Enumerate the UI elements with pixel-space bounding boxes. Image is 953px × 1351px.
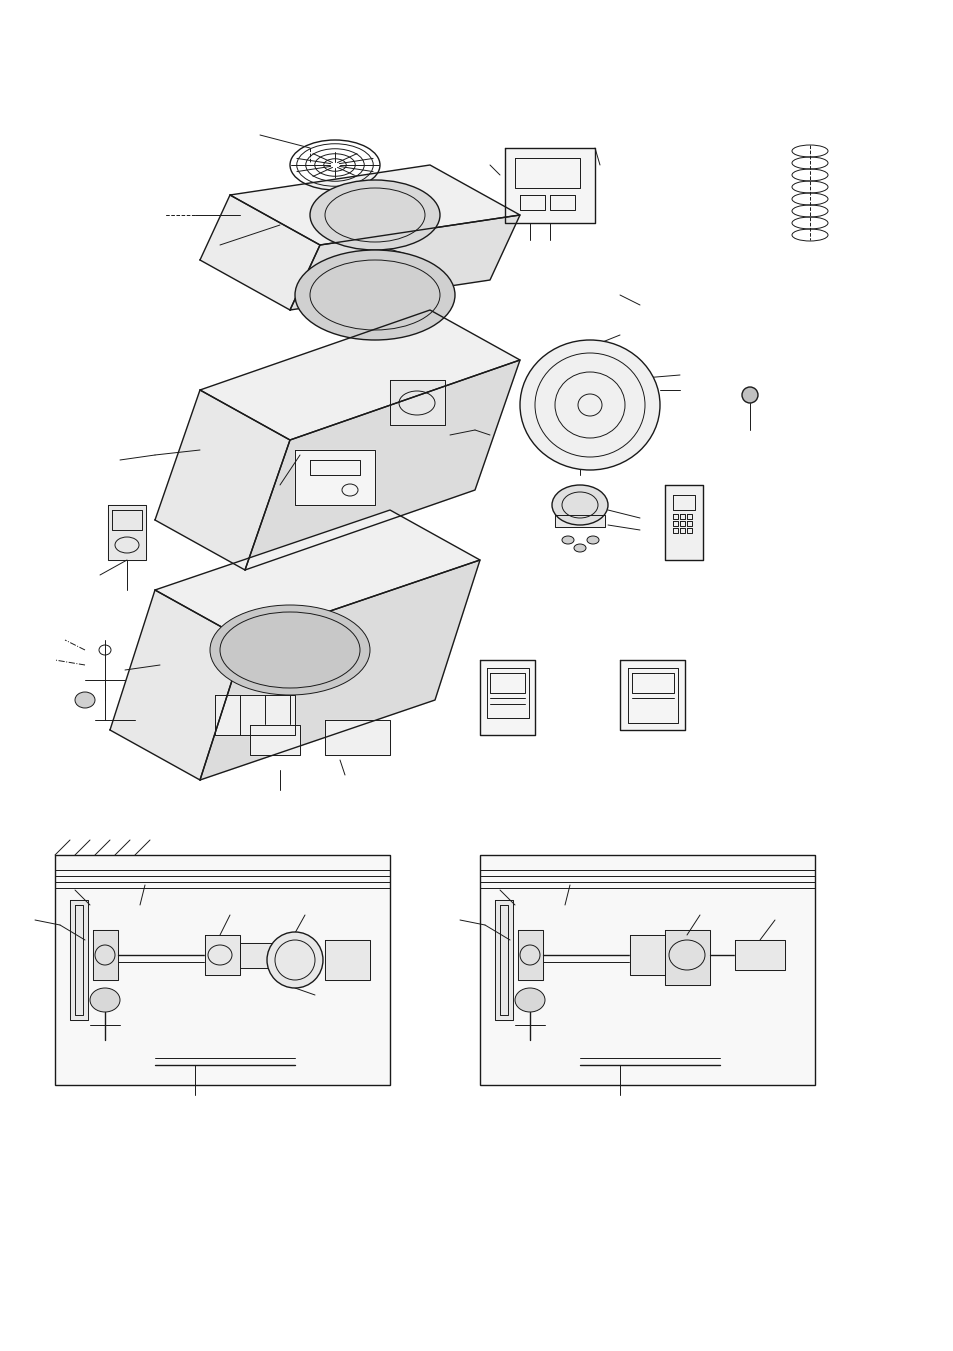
Ellipse shape <box>586 536 598 544</box>
Polygon shape <box>294 450 375 505</box>
Polygon shape <box>619 661 684 730</box>
Ellipse shape <box>561 536 574 544</box>
Polygon shape <box>154 509 479 640</box>
Ellipse shape <box>210 605 370 694</box>
Ellipse shape <box>267 932 323 988</box>
Polygon shape <box>108 505 146 561</box>
Polygon shape <box>110 590 245 780</box>
Polygon shape <box>495 900 513 1020</box>
Polygon shape <box>250 725 299 755</box>
Ellipse shape <box>75 692 95 708</box>
Polygon shape <box>664 929 709 985</box>
Ellipse shape <box>90 988 120 1012</box>
Polygon shape <box>205 935 240 975</box>
Polygon shape <box>290 215 519 309</box>
Polygon shape <box>200 195 319 309</box>
Polygon shape <box>230 165 519 245</box>
Polygon shape <box>92 929 118 979</box>
Polygon shape <box>214 694 294 735</box>
Polygon shape <box>504 149 595 223</box>
Polygon shape <box>517 929 542 979</box>
Bar <box>479 855 814 1085</box>
Polygon shape <box>200 309 519 440</box>
Polygon shape <box>479 661 535 735</box>
Polygon shape <box>629 935 664 975</box>
Polygon shape <box>245 359 519 570</box>
Ellipse shape <box>519 340 659 470</box>
Polygon shape <box>154 390 290 570</box>
Polygon shape <box>390 380 444 426</box>
Polygon shape <box>325 720 390 755</box>
Ellipse shape <box>552 485 607 526</box>
Polygon shape <box>664 485 702 561</box>
Polygon shape <box>734 940 784 970</box>
Polygon shape <box>325 940 370 979</box>
Polygon shape <box>70 900 88 1020</box>
Bar <box>55 855 390 1085</box>
Ellipse shape <box>310 180 439 250</box>
Polygon shape <box>240 943 280 969</box>
Ellipse shape <box>294 250 455 340</box>
Ellipse shape <box>574 544 585 553</box>
Polygon shape <box>200 561 479 780</box>
Ellipse shape <box>515 988 544 1012</box>
Polygon shape <box>555 515 604 527</box>
Ellipse shape <box>741 386 758 403</box>
